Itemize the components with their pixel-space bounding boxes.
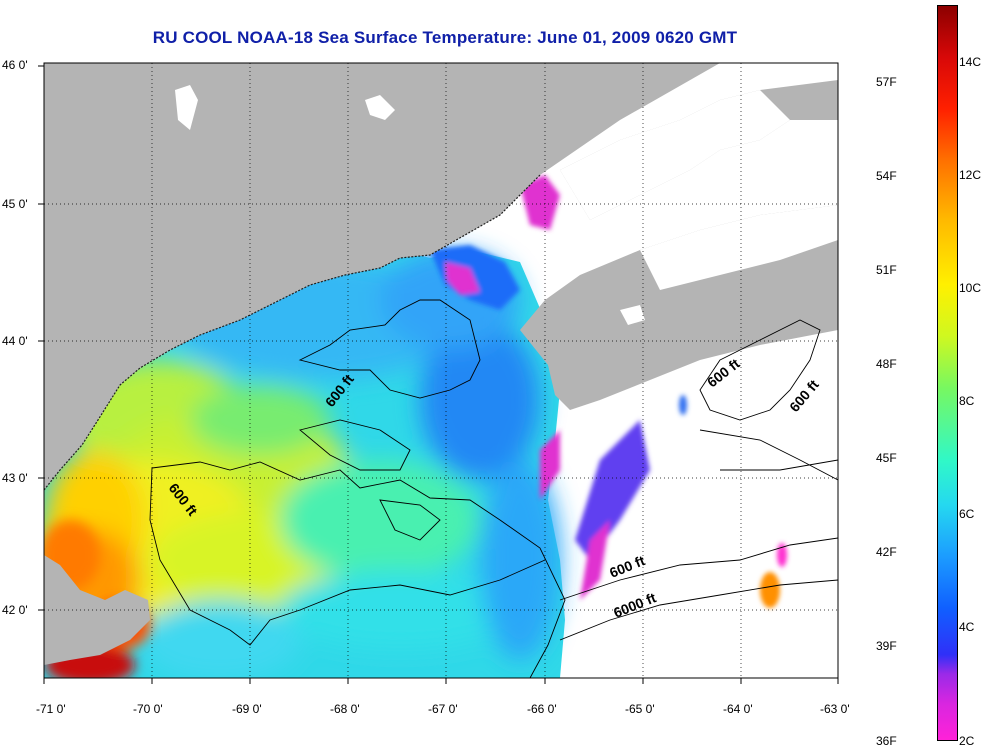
lat-label-46: 46 0' [2, 58, 28, 72]
coastline [44, 174, 541, 491]
lon-label-68: -68 0' [330, 702, 360, 716]
graticule [44, 63, 838, 678]
lon-label-63: -63 0' [820, 702, 850, 716]
lat-label-42: 42 0' [2, 603, 28, 617]
colorbar-c-6: 6C [959, 507, 975, 521]
colorbar-f-45: 45F [876, 451, 897, 465]
colorbar-f-39: 39F [876, 639, 897, 653]
colorbar-f-42: 42F [876, 545, 897, 559]
colorbar-f-51: 51F [876, 263, 897, 277]
lon-label-64: -64 0' [723, 702, 753, 716]
lat-label-43: 43 0' [2, 471, 28, 485]
colorbar-c-14: 14C [959, 55, 982, 69]
colorbar-c-10: 10C [959, 281, 982, 295]
lon-label-70: -70 0' [133, 702, 163, 716]
lon-label-69: -69 0' [232, 702, 262, 716]
colorbar-c-4: 4C [959, 620, 975, 634]
map-frame [43, 62, 839, 679]
colorbar-f-48: 48F [876, 357, 897, 371]
bathymetry-contours [149, 299, 838, 678]
sst-field [44, 175, 787, 678]
lat-label-45: 45 0' [2, 197, 28, 211]
lon-label-67: -67 0' [428, 702, 458, 716]
colorbar-c-8: 8C [959, 394, 975, 408]
colorbar-f-36: 36F [876, 734, 897, 748]
lon-label-71: -71 0' [36, 702, 66, 716]
temperature-colorbar [937, 5, 958, 741]
lon-label-66: -66 0' [527, 702, 557, 716]
colorbar-f-54: 54F [876, 169, 897, 183]
lat-label-44: 44 0' [2, 334, 28, 348]
lon-label-65: -65 0' [625, 702, 655, 716]
colorbar-f-57: 57F [876, 75, 897, 89]
colorbar-c-2: 2C [959, 734, 975, 748]
map-title: RU COOL NOAA-18 Sea Surface Temperature:… [152, 28, 738, 47]
cloud-patches [175, 85, 838, 325]
colorbar-c-12: 12C [959, 168, 982, 182]
